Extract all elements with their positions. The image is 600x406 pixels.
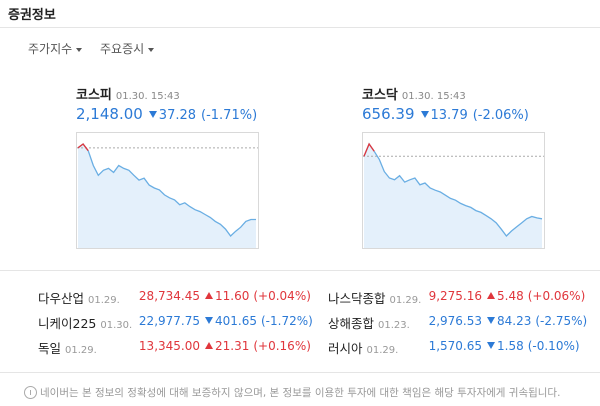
direction-arrow — [487, 342, 495, 349]
market-label: 독일 — [38, 341, 62, 356]
market-value: 28,734.45 — [138, 289, 200, 303]
change-value: 13.79 — [430, 108, 468, 123]
divider — [0, 372, 600, 373]
change-rate: (-1.71%) — [201, 108, 258, 123]
chart-header[interactable]: 코스닥 01.30. 15:43 — [362, 84, 466, 103]
market-label: 상해종합 — [328, 316, 375, 331]
index-change: 37.28 (-1.71%) — [148, 108, 258, 123]
direction-arrow — [205, 342, 213, 349]
tab-label[interactable]: 주요증시 — [100, 42, 145, 56]
index-quote: 2,148.00 37.28 (-1.71%) — [76, 104, 257, 123]
caret — [76, 47, 83, 52]
index-quote: 656.39 13.79 (-2.06%) — [362, 104, 529, 123]
market-value: 22,977.75 — [138, 314, 200, 328]
spark-line — [363, 142, 543, 237]
market-name[interactable]: 상해종합 01.23. — [328, 313, 410, 332]
market-date: 01.29. — [389, 295, 422, 306]
market-value: 9,275.16 — [428, 289, 482, 303]
change-rate: (-2.06%) — [472, 108, 529, 123]
market-change: 401.65 (-1.72%) — [205, 314, 313, 328]
spark-area — [78, 144, 256, 248]
change-value: 37.28 — [158, 108, 197, 123]
change-value: 21.31 — [215, 339, 250, 353]
direction-arrow — [487, 292, 495, 299]
direction-arrow — [205, 292, 213, 299]
change-value: 84.23 — [497, 314, 532, 328]
direction-arrow — [205, 317, 213, 324]
change-rate: (+0.16%) — [253, 339, 311, 353]
market-value: 13,345.00 — [138, 339, 200, 353]
index-time: 01.30. 15:43 — [401, 91, 466, 102]
change-value: 11.60 — [215, 289, 250, 303]
market-date: 01.29. — [88, 295, 120, 306]
spark-area — [364, 144, 542, 248]
spark-line-up — [363, 142, 375, 157]
market-label: 러시아 — [328, 341, 363, 356]
change-rate: (-1.72%) — [261, 314, 313, 328]
tab-label[interactable]: 주가지수 — [28, 42, 73, 56]
index-change: 13.79 (-2.06%) — [420, 108, 529, 123]
market-name[interactable]: 니케이225 01.30. — [38, 313, 132, 332]
change-value: 1.58 — [497, 339, 524, 353]
divider — [0, 270, 600, 271]
change-rate: (-0.10%) — [527, 339, 580, 353]
direction-arrow — [487, 317, 495, 324]
market-change: 84.23 (-2.75%) — [487, 314, 587, 328]
spark-line-up — [77, 143, 89, 152]
direction-arrow — [148, 111, 157, 118]
notice: 네이버는 본 정보의 정확성에 대해 보증하지 않으며, 본 정보를 이용한 투… — [40, 387, 561, 399]
change-rate: (+0.04%) — [253, 289, 311, 303]
market-change: 11.60 (+0.04%) — [205, 289, 311, 303]
change-rate: (-2.75%) — [535, 314, 588, 328]
chart-header[interactable]: 코스피 01.30. 15:43 — [76, 84, 180, 103]
index-price: 656.39 — [362, 105, 415, 123]
market-date: 01.23. — [378, 320, 410, 331]
market-label: 다우산업 — [38, 291, 85, 306]
market-date: 01.29. — [65, 345, 97, 356]
market-date: 01.30. — [100, 320, 133, 331]
market-value: 1,570.65 — [428, 339, 482, 353]
caret — [148, 47, 155, 52]
divider — [0, 27, 600, 28]
spark-line — [77, 143, 256, 237]
index-time: 01.30. 15:43 — [115, 91, 180, 102]
tab[interactable]: 주요증시 — [100, 40, 155, 57]
market-change: 1.58 (-0.10%) — [487, 339, 580, 353]
direction-arrow — [420, 111, 429, 118]
market-name[interactable]: 다우산업 01.29. — [38, 288, 120, 307]
market-name[interactable]: 독일 01.29. — [38, 338, 97, 357]
market-label: 니케이225 — [38, 316, 97, 331]
change-value: 5.48 — [497, 289, 524, 303]
index-name: 코스닥 — [362, 88, 398, 103]
change-rate: (+0.06%) — [527, 289, 586, 303]
market-date: 01.29. — [366, 345, 399, 356]
market-name[interactable]: 러시아 01.29. — [328, 338, 398, 357]
market-change: 5.48 (+0.06%) — [487, 289, 585, 303]
widget-title: 증권정보 — [8, 8, 56, 23]
tab[interactable]: 주가지수 — [28, 40, 83, 57]
market-change: 21.31 (+0.16%) — [205, 339, 311, 353]
market-value: 2,976.53 — [428, 314, 482, 328]
change-value: 401.65 — [215, 314, 257, 328]
index-price: 2,148.00 — [76, 105, 143, 123]
info-icon — [24, 386, 37, 399]
index-name: 코스피 — [76, 88, 112, 103]
market-name[interactable]: 나스닥종합 01.29. — [328, 288, 421, 307]
market-label: 나스닥종합 — [328, 291, 386, 306]
